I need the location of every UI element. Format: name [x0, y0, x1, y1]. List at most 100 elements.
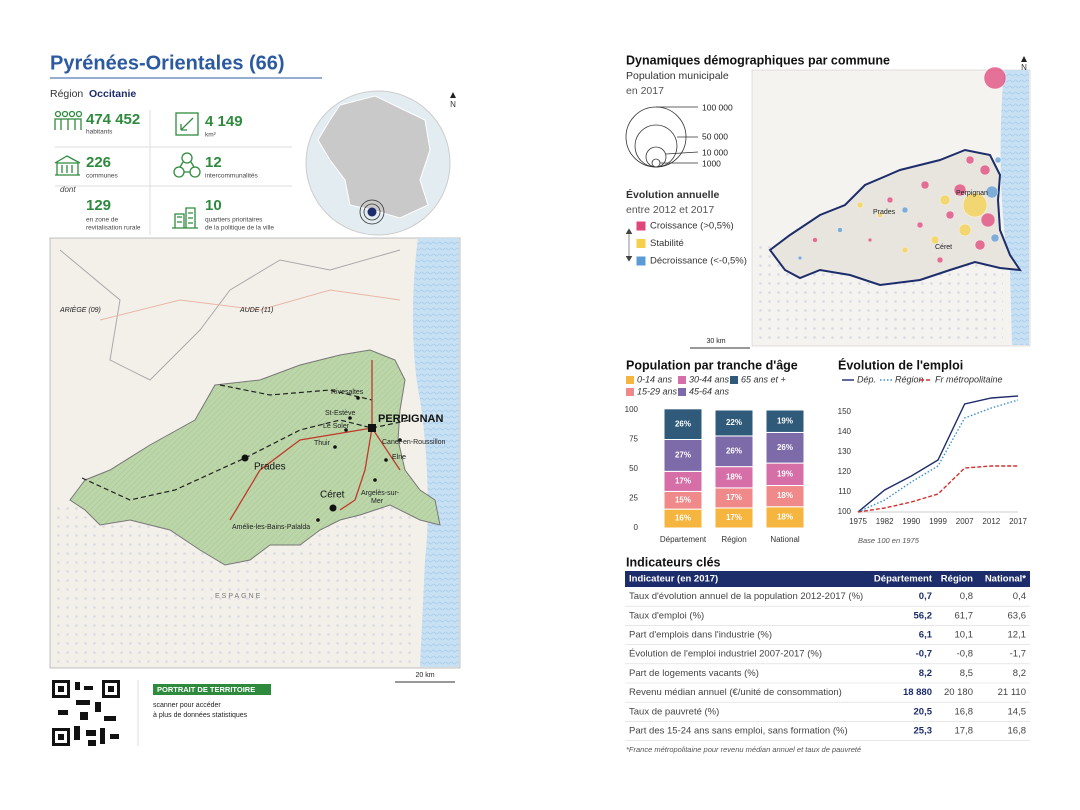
key-value: 12 — [205, 154, 222, 171]
map-label: Perpignan — [956, 190, 988, 197]
scale-label: 20 km — [415, 672, 434, 679]
map-label: Le Soler — [323, 423, 350, 430]
legend-swatch — [626, 388, 634, 396]
key-label: intercommunalités — [205, 173, 258, 180]
data-label: 17% — [726, 513, 742, 522]
scale-label: 30 km — [706, 338, 725, 345]
x-tick-label: 1982 — [876, 517, 894, 526]
legend-label: Croissance (>0,5%) — [650, 221, 734, 232]
key-label: de la politique de la ville — [205, 225, 274, 232]
locator-globe — [305, 90, 456, 236]
table-cell: Part de logements vacants (%) — [629, 668, 759, 679]
table-header — [625, 571, 1030, 587]
map-label: PERPIGNAN — [378, 413, 443, 425]
line-series — [857, 465, 1018, 513]
map-label: Thuir — [314, 440, 331, 447]
data-label: 17% — [726, 493, 742, 502]
y-tick-label: 100 — [838, 507, 852, 516]
data-label: 18% — [777, 512, 793, 521]
demography-map — [751, 56, 1031, 347]
map-label: ESPAGNE — [215, 593, 262, 600]
line-series — [857, 399, 1019, 513]
table-cell: 20,5 — [914, 706, 933, 717]
table-cell: 0,7 — [919, 591, 932, 602]
legend-title: Population municipale — [626, 70, 729, 82]
y-tick-label: 120 — [838, 467, 852, 476]
y-tick-label: 100 — [625, 405, 639, 414]
x-tick-label: 2012 — [982, 517, 1000, 526]
key-label: communes — [86, 173, 119, 180]
chart-title: Évolution de l'emploi — [838, 357, 963, 372]
y-tick-label: 0 — [634, 523, 639, 532]
legend-label: 15-29 ans — [637, 386, 678, 396]
legend-subtitle: entre 2012 et 2017 — [626, 204, 714, 216]
y-tick-label: 75 — [629, 435, 638, 444]
x-tick-label: Département — [660, 535, 707, 544]
table-cell: Taux d'évolution annuel de la population… — [629, 591, 863, 602]
key-label: revitalisation rurale — [86, 225, 141, 232]
x-tick-label: 1999 — [929, 517, 947, 526]
legend-label: 30-44 ans — [689, 374, 730, 384]
map-label: Amélie-les-Bains-Palalda — [232, 524, 310, 531]
legend-title: Évolution annuelle — [626, 188, 720, 201]
size-legend-label: 10 000 — [702, 147, 728, 157]
table-title: Indicateurs clés — [626, 555, 721, 569]
chart-note: Base 100 en 1975 — [858, 536, 920, 545]
table-cell: 56,2 — [914, 610, 933, 621]
table-cell: -0,7 — [916, 649, 932, 660]
legend-swatch — [730, 376, 738, 384]
bar-segment — [765, 431, 805, 464]
data-label: 26% — [777, 443, 793, 452]
key-label: quartiers prioritaires — [205, 217, 263, 224]
table-cell: 10,1 — [955, 630, 974, 641]
legend-label: Décroissance (<-0,5%) — [650, 256, 747, 267]
legend-swatch — [635, 238, 647, 249]
data-label: 22% — [726, 418, 742, 427]
legend-label: Dép. — [857, 374, 876, 384]
data-label: 19% — [777, 469, 793, 478]
data-label: 26% — [726, 446, 742, 455]
legend-subtitle: en 2017 — [626, 85, 664, 97]
north-label: N — [450, 100, 456, 109]
line-series — [857, 395, 1019, 513]
map-label: Mer — [371, 498, 384, 505]
table-cell: Part d'emplois dans l'industrie (%) — [629, 630, 772, 641]
table-cell: 0,4 — [1013, 591, 1026, 602]
data-label: 18% — [726, 472, 742, 481]
data-label: 15% — [675, 495, 691, 504]
map-label: Prades — [254, 462, 286, 473]
legend-label: 65 ans et + — [741, 374, 786, 384]
y-tick-label: 25 — [629, 494, 638, 503]
map-label: St-Estève — [325, 410, 355, 417]
x-tick-label: 1975 — [849, 517, 867, 526]
region-label: Région — [50, 88, 83, 100]
table-cell: 14,5 — [1008, 706, 1027, 717]
table-cell: 16,8 — [955, 706, 974, 717]
y-tick-label: 150 — [838, 407, 852, 416]
y-tick-label: 140 — [838, 427, 852, 436]
key-value: 474 452 — [86, 111, 140, 128]
table-cell: 63,6 — [1008, 610, 1027, 621]
table-cell: Part des 15-24 ans sans emploi, sans for… — [629, 726, 848, 737]
bar-segment — [663, 439, 703, 472]
section-title: Dynamiques démographiques par commune — [626, 53, 890, 67]
page-title: Pyrénées-Orientales (66) — [50, 52, 285, 74]
legend-label: Stabilité — [650, 238, 684, 249]
key-value: 4 149 — [205, 113, 243, 130]
data-label: 17% — [675, 476, 691, 485]
table-cell: -1,7 — [1010, 649, 1026, 660]
map-label: Rivesaltes — [331, 389, 364, 396]
key-label: km² — [205, 132, 217, 139]
footer-text: scanner pour accéder — [153, 702, 221, 709]
table-cell: 12,1 — [1008, 630, 1027, 641]
data-label: 26% — [675, 419, 691, 428]
column-header: Indicateur (en 2017) — [629, 574, 718, 585]
data-label: 19% — [777, 416, 793, 425]
north-label: N — [1021, 63, 1027, 72]
data-label: 18% — [777, 491, 793, 500]
table-cell: 16,8 — [1008, 726, 1027, 737]
legend-swatch — [678, 388, 686, 396]
footer-text: à plus de données statistiques — [153, 712, 248, 719]
map-label: Céret — [320, 490, 345, 501]
